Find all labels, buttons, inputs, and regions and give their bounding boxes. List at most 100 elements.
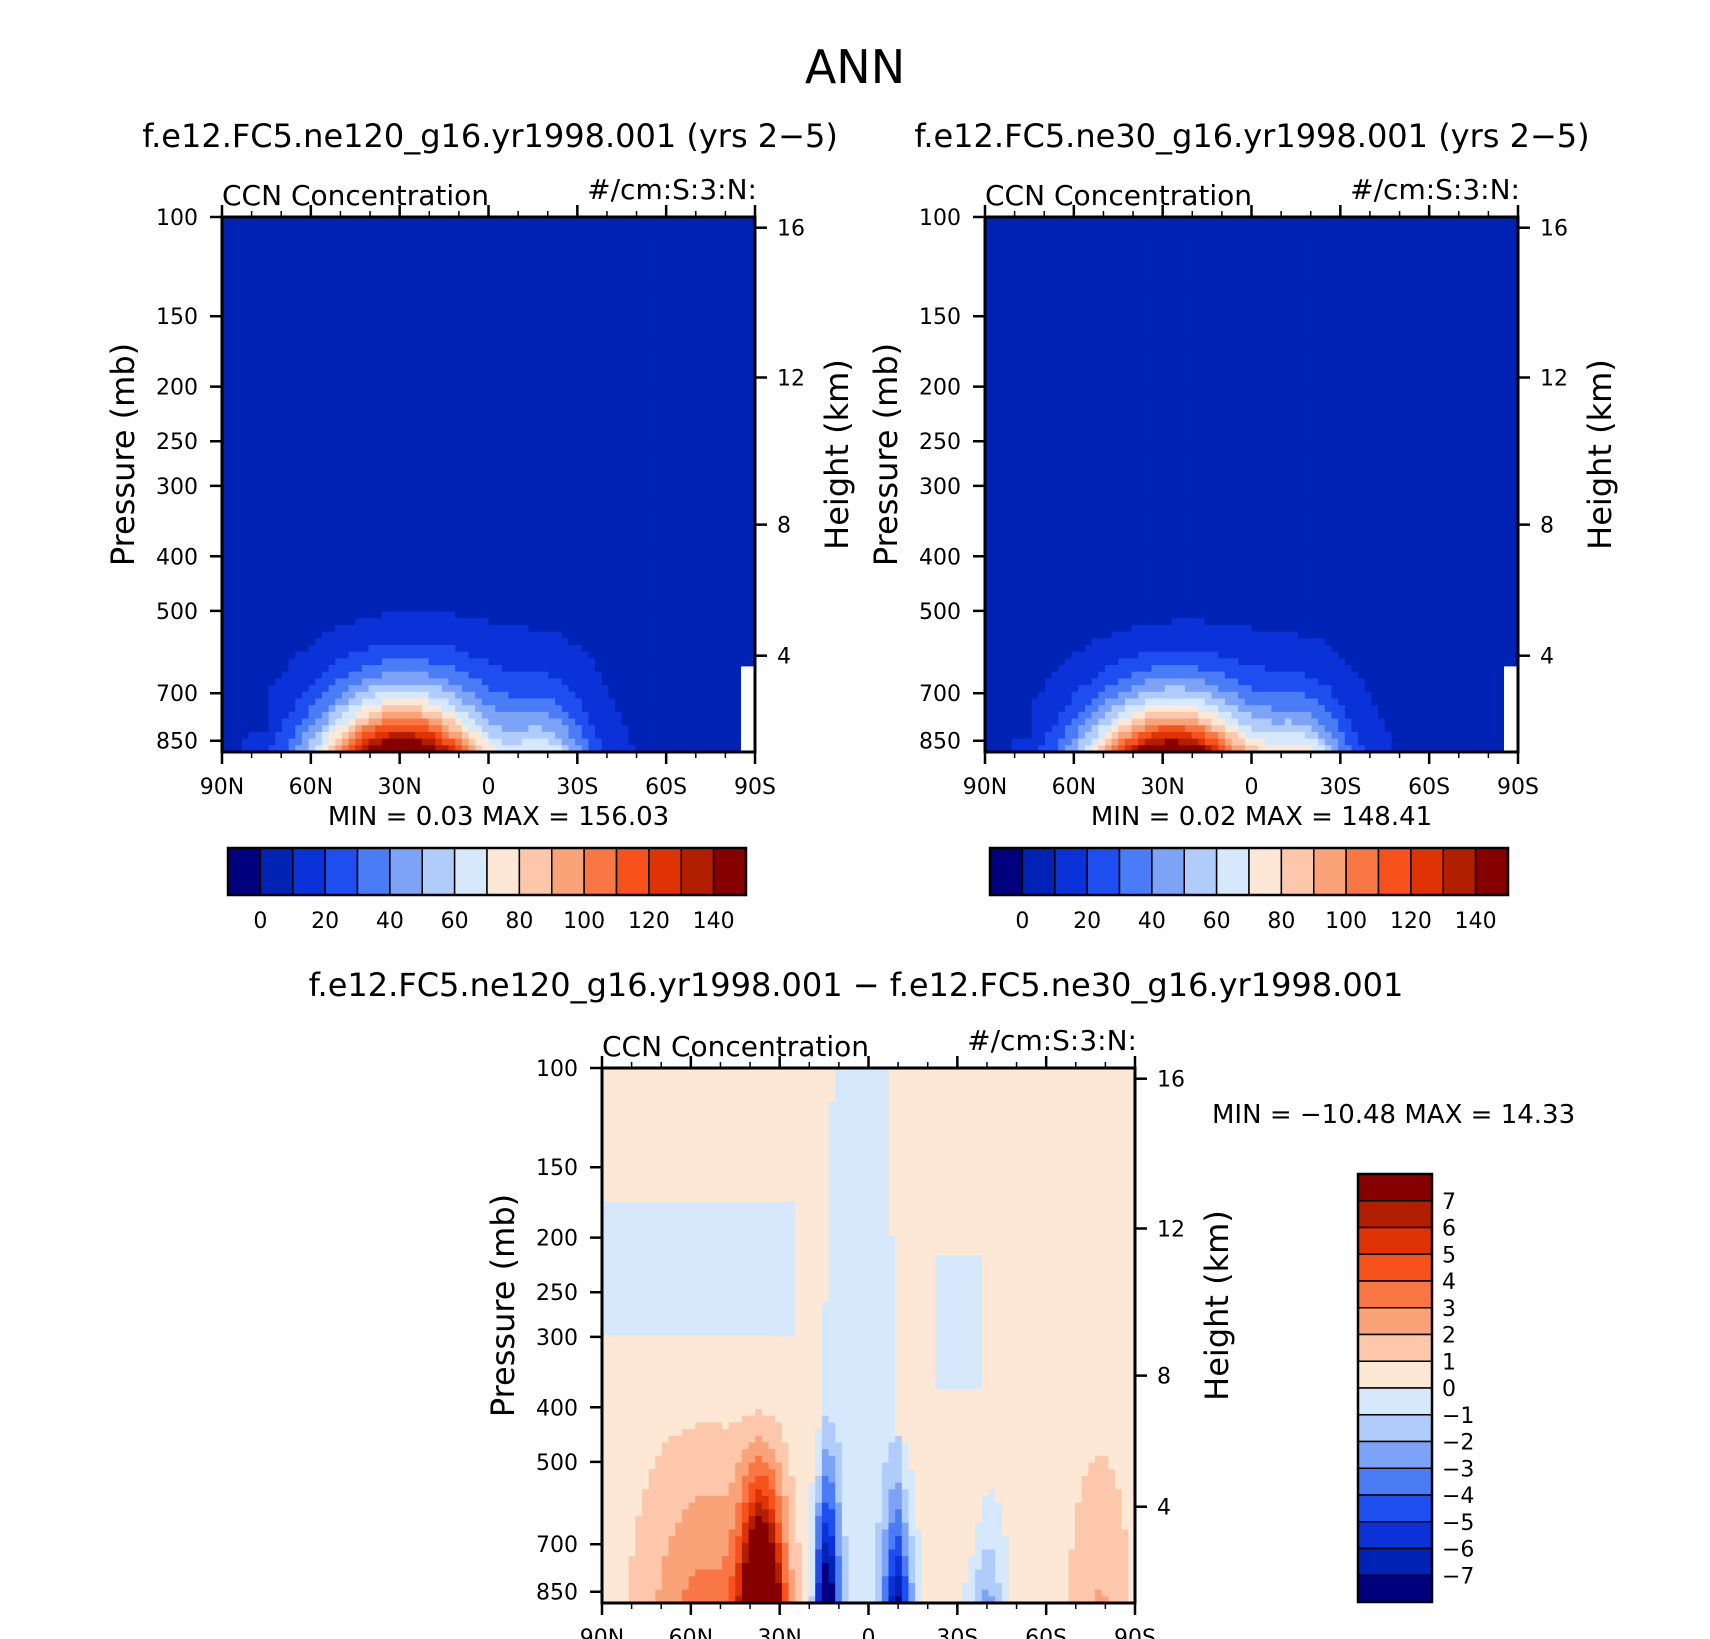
panel-1-cell: [248, 598, 256, 606]
panel-1-cell: [748, 283, 756, 292]
panel-1-cell: [568, 417, 576, 425]
panel-1-cell: [341, 237, 350, 245]
panel-1-cell: [661, 357, 669, 365]
panel-1-cell: [521, 344, 530, 352]
panel-1-cell: [301, 578, 310, 586]
panel-1-cell: [741, 558, 749, 566]
panel-1-cell: [581, 397, 590, 405]
panel-1-cell: [635, 277, 643, 285]
panel-1-cell: [448, 564, 456, 573]
panel-1-cell: [235, 477, 243, 486]
panel-1-cell: [368, 531, 376, 539]
panel-1-cell: [708, 397, 716, 405]
panel-1-cell: [715, 571, 723, 579]
panel-1-cell: [721, 310, 729, 318]
panel-1-cell: [561, 598, 570, 606]
panel-1-cell: [455, 310, 463, 318]
panel-1-cell: [341, 217, 350, 225]
panel-1-cell: [428, 578, 436, 586]
panel-1-cell: [288, 263, 296, 272]
panel-1-cell: [275, 397, 283, 405]
panel-1-cell: [521, 451, 530, 459]
panel-1-cell: [461, 397, 470, 405]
panel-1-cell: [381, 310, 390, 318]
panel-1-cell: [255, 417, 263, 425]
panel-1-cell: [588, 397, 596, 405]
panel-1-cell: [661, 491, 669, 499]
panel-1-cell: [655, 310, 663, 318]
panel-1-cell: [608, 437, 616, 445]
panel-1-cell: [728, 330, 736, 338]
panel-1-cell: [715, 451, 723, 459]
panel-1-cell: [255, 310, 263, 318]
panel-1-cell: [715, 578, 723, 586]
panel-1-cell: [421, 578, 430, 586]
panel-1-cell: [668, 230, 676, 238]
panel-1-cell: [448, 277, 456, 285]
panel-1-cell: [448, 491, 456, 499]
panel-1-cell: [395, 611, 403, 619]
panel-1-cell: [288, 404, 296, 412]
panel-1-cell: [281, 511, 290, 519]
panel-1-cell: [301, 417, 310, 425]
panel-1-cell: [668, 270, 676, 278]
panel-1-cell: [721, 357, 729, 365]
panel-1-cell: [275, 357, 283, 365]
panel-1-cell: [608, 350, 616, 359]
panel-1-cell: [235, 344, 243, 352]
panel-1-cell: [415, 324, 423, 332]
panel-1-cell: [615, 330, 623, 338]
panel-1-cell: [675, 611, 683, 619]
panel-1-cell: [248, 230, 256, 238]
panel-1-cell: [741, 477, 749, 486]
panel-1-cell: [695, 263, 703, 272]
panel-1-cell: [361, 544, 370, 552]
panel-1-cell: [695, 437, 703, 445]
panel-1-cell: [615, 237, 623, 245]
panel-1-cell: [488, 370, 496, 379]
panel-1-cell: [408, 370, 416, 379]
panel-1-cell: [595, 417, 603, 425]
panel-1-cell: [701, 404, 709, 412]
panel-1-cell: [748, 564, 756, 573]
panel-1-cell: [661, 457, 669, 466]
panel-1-cell: [621, 397, 630, 405]
panel-1-cell: [648, 558, 656, 566]
panel-1-cell: [701, 551, 709, 559]
panel-1-cell: [521, 283, 530, 292]
panel-1-cell: [401, 558, 410, 566]
panel-1-cell: [268, 584, 276, 593]
panel-1-cell: [488, 223, 496, 231]
panel-1-cell: [648, 451, 656, 459]
panel-1-cell: [255, 431, 263, 439]
panel-1-cell: [288, 324, 296, 332]
panel-1-cell: [741, 223, 749, 231]
panel-1-cell: [435, 250, 443, 258]
panel-1-cell: [355, 297, 363, 305]
panel-1-cell: [428, 524, 436, 532]
panel-1-cell: [355, 223, 363, 231]
panel-1-cell: [521, 237, 530, 245]
panel-1-cell: [468, 564, 476, 573]
panel-1-cell: [341, 604, 350, 613]
panel-1-cell: [321, 324, 330, 332]
panel-1-cell: [521, 370, 530, 379]
panel-1-cell: [481, 538, 490, 546]
panel-1-cell: [721, 303, 729, 312]
panel-1-cell: [275, 511, 283, 519]
panel-1-cell: [468, 357, 476, 365]
panel-1-cell: [475, 517, 483, 526]
panel-1-cell: [635, 451, 643, 459]
panel-1-cell: [235, 591, 243, 599]
panel-1-cell: [608, 364, 616, 372]
panel-1-cell: [708, 464, 716, 472]
panel-1-cell: [715, 350, 723, 359]
panel-1-cell: [315, 578, 323, 586]
panel-1-cell: [681, 317, 689, 325]
panel-1-cell: [235, 444, 243, 452]
panel-1-cell: [601, 504, 610, 512]
panel-1-cell: [421, 303, 430, 312]
panel-1-cell: [621, 283, 630, 292]
panel-1-cell: [241, 631, 250, 639]
panel-1-cell: [228, 517, 236, 526]
